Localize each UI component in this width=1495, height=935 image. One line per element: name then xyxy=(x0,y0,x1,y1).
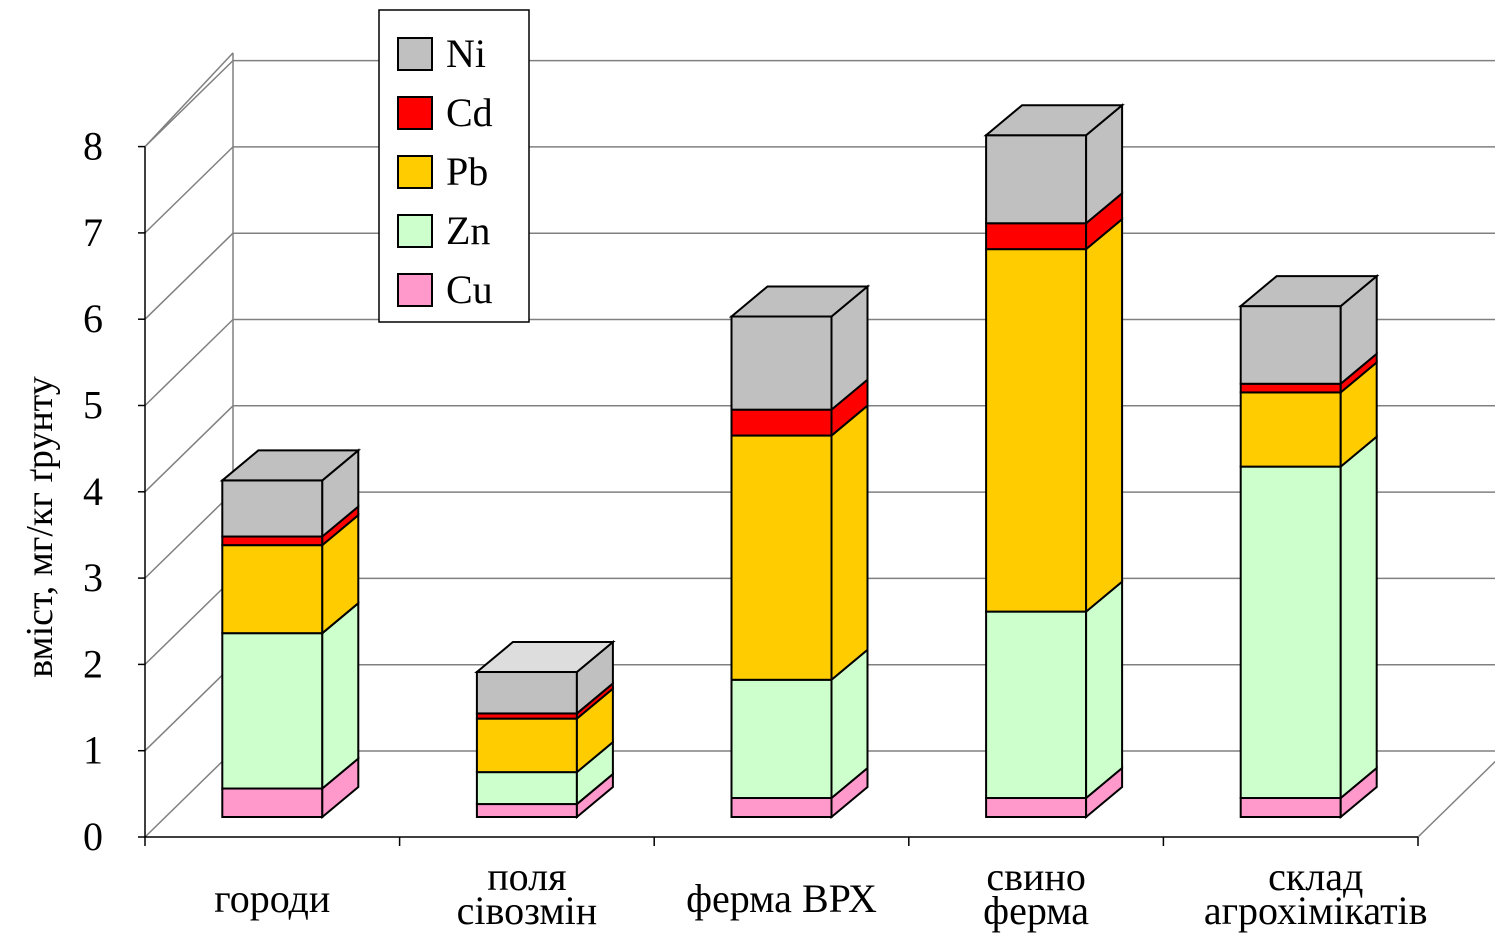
y-tick-label: 8 xyxy=(83,124,103,169)
bar-segment-zn xyxy=(475,771,578,806)
bar-segment-ni xyxy=(1239,305,1342,385)
bar-segment-pb xyxy=(1239,391,1342,468)
bar-segment-cu xyxy=(985,797,1088,818)
bar-segment-zn xyxy=(985,610,1088,800)
y-tick-label: 0 xyxy=(83,814,103,859)
y-tick-label: 2 xyxy=(83,641,103,686)
axes xyxy=(138,145,1419,846)
bar-side-pb xyxy=(830,403,869,682)
gridline-diagonal xyxy=(144,146,234,234)
bar-top xyxy=(728,285,871,318)
legend-swatch-cd xyxy=(397,96,433,130)
category-label: поля xyxy=(487,854,566,899)
bar-segment-cd xyxy=(1239,382,1342,394)
bar-segment-ni xyxy=(985,134,1088,225)
legend-label-cu: Cu xyxy=(446,267,493,312)
category-label: сівозмін xyxy=(457,888,598,933)
bar-top xyxy=(474,641,616,674)
bar-segment-zn xyxy=(1239,465,1342,800)
gridline-diagonal xyxy=(144,232,234,320)
bar-segment-zn xyxy=(730,678,833,800)
legend: Ni Cd Pb Zn Cu xyxy=(378,9,530,323)
legend-swatch-zn xyxy=(397,214,433,248)
category-label: городи xyxy=(214,876,330,921)
floor-right-edge xyxy=(1417,760,1495,838)
bar-top xyxy=(983,104,1125,137)
wall-top-edge xyxy=(144,52,234,148)
y-tick-labels: 0 1 2 3 4 5 6 7 8 xyxy=(83,124,103,859)
category-label: склад xyxy=(1268,854,1363,899)
category-label: ферма xyxy=(983,888,1089,933)
bar-segment-pb xyxy=(221,544,324,635)
category-label: ферма ВРХ xyxy=(686,876,877,921)
bars xyxy=(219,103,1380,820)
bar-side-pb xyxy=(1085,217,1124,614)
y-tick-label: 3 xyxy=(83,555,103,600)
bar-side-zn xyxy=(1085,579,1124,801)
category-label: агрохімікатів xyxy=(1204,888,1428,933)
bar-segment-cu xyxy=(475,803,578,818)
bar-segment-cu xyxy=(1239,797,1342,818)
bar-segment-cd xyxy=(985,222,1088,251)
bar-stack xyxy=(728,284,871,820)
legend-label-zn: Zn xyxy=(446,208,490,253)
y-tick-label: 4 xyxy=(83,469,103,514)
bar-segment-pb xyxy=(475,717,578,774)
y-axis-title: вміст, мг/кг ґрунту xyxy=(19,376,61,678)
bar-segment-cd xyxy=(730,408,833,437)
gridline-diagonal xyxy=(144,318,234,407)
legend-swatch-pb xyxy=(397,155,433,189)
bar-side-zn xyxy=(1339,434,1378,801)
bar-segment-ni xyxy=(221,479,324,538)
legend-label-cd: Cd xyxy=(446,90,493,135)
bar-stack xyxy=(219,448,362,820)
bar-segment-ni xyxy=(730,315,833,411)
legend-swatch-cu xyxy=(397,273,433,307)
y-tick-label: 6 xyxy=(83,296,103,341)
gridline-diagonal xyxy=(144,60,234,148)
y-tick-label: 7 xyxy=(83,210,103,255)
category-label: свино xyxy=(986,854,1085,899)
bar-stack xyxy=(983,103,1125,820)
gridline-diagonal xyxy=(144,664,234,752)
gridline-diagonal xyxy=(144,750,234,838)
legend-swatch-ni xyxy=(397,37,433,71)
bar-side-zn xyxy=(321,601,360,791)
bar-top xyxy=(219,449,362,482)
legend-label-pb: Pb xyxy=(446,149,488,194)
bar-segment-zn xyxy=(221,632,324,790)
bar-segment-cd xyxy=(221,535,324,547)
y-tick-label: 5 xyxy=(83,383,103,428)
bar-segment-pb xyxy=(985,248,1088,613)
bar-segment-cu xyxy=(221,787,324,818)
bar-top xyxy=(1237,275,1380,308)
bar-stack xyxy=(1237,273,1380,820)
gridline-diagonal xyxy=(144,405,234,493)
bar-segment-ni xyxy=(475,671,578,715)
gridline-diagonal xyxy=(144,577,234,665)
legend-label-ni: Ni xyxy=(446,31,486,76)
bar-segment-cu xyxy=(730,797,833,818)
bar-segment-pb xyxy=(730,434,833,681)
gridline-diagonal xyxy=(144,491,234,579)
y-tick-label: 1 xyxy=(83,728,103,773)
bar-stack xyxy=(474,639,616,820)
